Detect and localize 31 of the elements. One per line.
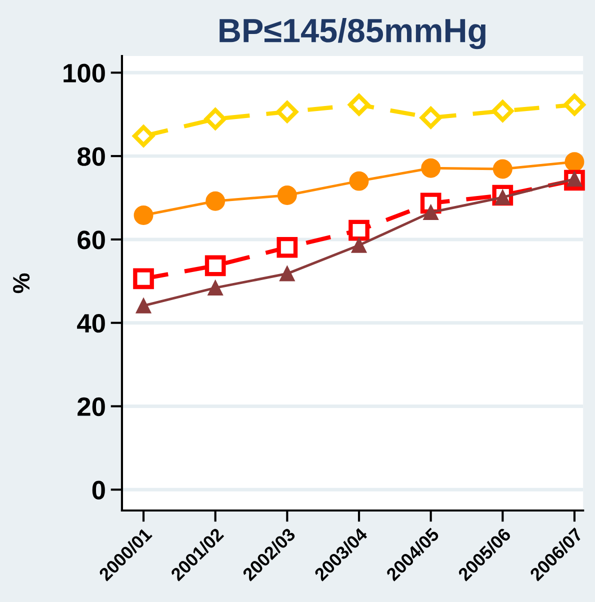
point xyxy=(132,125,154,147)
point xyxy=(276,236,298,258)
y-tick-label: 100 xyxy=(64,64,105,82)
point xyxy=(492,159,512,179)
y-tick-label: 40 xyxy=(77,314,105,333)
point xyxy=(277,186,297,205)
point xyxy=(206,191,226,211)
chart-title: BP≤145/85mmHg xyxy=(220,18,486,50)
point xyxy=(421,158,441,178)
point xyxy=(564,152,584,172)
y-tick-label: 80 xyxy=(77,147,105,166)
point xyxy=(420,106,442,129)
y-tick-label: 60 xyxy=(78,230,105,250)
point xyxy=(492,100,514,122)
point xyxy=(204,108,226,130)
point xyxy=(276,100,298,123)
y-axis-title: % xyxy=(13,273,30,294)
y-tick-label: 0 xyxy=(92,480,105,500)
point xyxy=(208,280,223,296)
point xyxy=(351,238,367,253)
point xyxy=(349,171,369,191)
point xyxy=(348,94,370,116)
point xyxy=(348,220,370,241)
point xyxy=(133,268,154,290)
point xyxy=(136,298,152,314)
point xyxy=(134,206,154,225)
point xyxy=(423,204,438,220)
point xyxy=(204,255,226,276)
point xyxy=(564,94,586,116)
point xyxy=(280,266,295,282)
y-tick-label: 20 xyxy=(78,397,105,416)
